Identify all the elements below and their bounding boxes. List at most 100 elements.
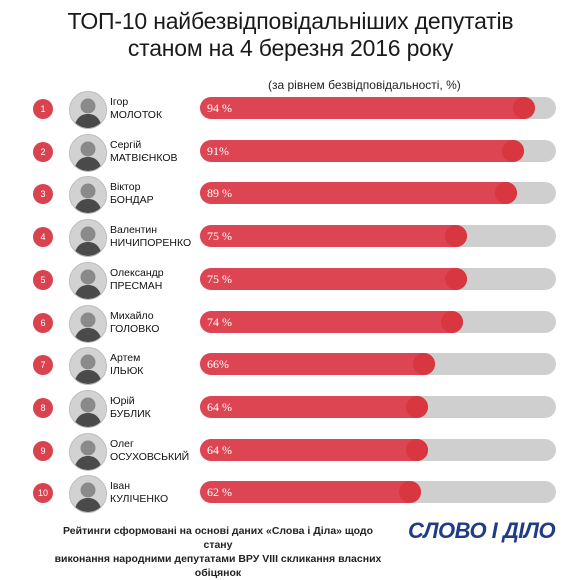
- rank-badge: 2: [33, 141, 53, 162]
- value-label: 66%: [207, 357, 229, 372]
- chart-title: ТОП-10 найбезвідповідальніших депутатів …: [0, 8, 581, 62]
- bar-fill: 62 %: [200, 481, 421, 504]
- deputy-name: Артем ІЛЬЮК: [110, 352, 200, 378]
- bar-track: 74 %: [200, 310, 556, 333]
- deputy-name: Іван КУЛІЧЕНКО: [110, 480, 200, 506]
- bar-cap: [441, 310, 464, 333]
- deputy-photo: [69, 347, 107, 386]
- footer-note: Рейтинги сформовані на основі даних «Сло…: [48, 524, 388, 580]
- chart-title-line-1: ТОП-10 найбезвідповідальніших депутатів: [67, 8, 514, 34]
- deputy-name: Олег ОСУХОВСЬКИЙ: [110, 438, 200, 464]
- bar-fill: 74 %: [200, 310, 464, 333]
- bar-track: 64 %: [200, 395, 556, 418]
- rank-badge: 7: [33, 355, 53, 376]
- chart-subtitle: (за рівнем безвідповідальності, %): [268, 78, 461, 92]
- deputy-photo: [69, 389, 107, 428]
- bar-cap: [405, 438, 428, 461]
- value-label: 75 %: [207, 271, 232, 286]
- deputy-first-name: Валентин: [110, 224, 158, 237]
- bar-fill: 91%: [200, 139, 524, 162]
- deputy-last-name: КУЛІЧЕНКО: [110, 493, 169, 506]
- deputy-photo: [69, 219, 107, 258]
- ranking-row: 8 Юрій БУБЛИК 64 %: [0, 387, 581, 429]
- bar-fill: 89 %: [200, 182, 517, 205]
- deputy-first-name: Віктор: [110, 181, 141, 194]
- bar-cap: [445, 225, 467, 248]
- deputy-name: Ігор МОЛОТОК: [110, 96, 200, 122]
- bar-cap: [501, 139, 524, 162]
- chart-title-line-2: станом на 4 березня 2016 року: [127, 35, 454, 61]
- person-icon: [70, 262, 106, 299]
- deputy-name: Юрій БУБЛИК: [110, 395, 200, 421]
- person-icon: [70, 220, 106, 257]
- deputy-name: Валентин НИЧИПОРЕНКО: [110, 224, 200, 250]
- bar-cap: [494, 182, 517, 205]
- person-icon: [70, 134, 106, 171]
- ranking-row: 1 Ігор МОЛОТОК 94 %: [0, 88, 581, 130]
- rank-badge: 1: [33, 99, 53, 119]
- ranking-row: 10 Іван КУЛІЧЕНКО 62 %: [0, 472, 581, 514]
- bar-cap: [445, 267, 467, 290]
- value-label: 64 %: [207, 399, 232, 414]
- value-label: 64 %: [207, 442, 232, 457]
- person-icon: [70, 305, 106, 342]
- person-icon: [70, 433, 106, 470]
- value-label: 74 %: [207, 314, 232, 329]
- bar-cap: [398, 481, 421, 504]
- person-icon: [70, 177, 106, 214]
- deputy-photo: [69, 133, 107, 172]
- rank-badge: 8: [33, 397, 53, 418]
- deputy-last-name: БУБЛИК: [110, 407, 151, 420]
- bar-fill: 64 %: [200, 395, 428, 418]
- deputy-photo: [69, 261, 107, 300]
- ranking-row: 7 Артем ІЛЬЮК 66%: [0, 344, 581, 386]
- deputy-last-name: ГОЛОВКО: [110, 322, 160, 335]
- bar-cap: [412, 353, 435, 376]
- bar-track: 94 %: [200, 97, 556, 119]
- bar-fill: 75 %: [200, 267, 467, 290]
- bar-track: 75 %: [200, 225, 556, 248]
- bar-fill: 94 %: [200, 97, 535, 119]
- person-icon: [70, 92, 106, 128]
- footer-line-2: виконання народними депутатами ВРУ VIII …: [54, 553, 382, 579]
- deputy-first-name: Олег: [110, 437, 134, 450]
- deputy-last-name: ІЛЬЮК: [110, 365, 144, 378]
- deputy-name: Сергій МАТВІЄНКОВ: [110, 139, 200, 165]
- ranking-row: 2 Сергій МАТВІЄНКОВ 91%: [0, 131, 581, 173]
- brand-logo: СЛОВО І ДІЛО: [408, 518, 556, 543]
- bar-fill: 64 %: [200, 438, 428, 461]
- footer-line-1: Рейтинги сформовані на основі даних «Сло…: [62, 525, 373, 551]
- bar-track: 91%: [200, 139, 556, 162]
- bar-track: 89 %: [200, 182, 556, 205]
- rank-badge: 6: [33, 312, 53, 333]
- deputy-last-name: МАТВІЄНКОВ: [110, 151, 178, 164]
- deputy-photo: [69, 432, 107, 471]
- deputy-first-name: Іван: [110, 480, 131, 493]
- deputy-last-name: НИЧИПОРЕНКО: [110, 237, 192, 250]
- value-label: 89 %: [207, 186, 232, 201]
- ranking-row: 4 Валентин НИЧИПОРЕНКО 75 %: [0, 216, 581, 258]
- ranking-row: 5 Олександр ПРЕСМАН 75 %: [0, 259, 581, 301]
- value-label: 62 %: [207, 485, 232, 500]
- ranking-row: 9 Олег ОСУХОВСЬКИЙ 64 %: [0, 430, 581, 472]
- deputy-photo: [69, 475, 107, 514]
- bar-fill: 75 %: [200, 225, 467, 248]
- bar-cap: [512, 97, 535, 119]
- deputy-first-name: Олександр: [110, 266, 164, 279]
- deputy-first-name: Ігор: [110, 96, 129, 108]
- rank-badge: 4: [33, 227, 53, 248]
- rank-badge: 10: [33, 483, 53, 504]
- bar-fill: 66%: [200, 353, 435, 376]
- bar-track: 62 %: [200, 481, 556, 504]
- rank-badge: 3: [33, 184, 53, 205]
- value-label: 94 %: [207, 101, 232, 115]
- ranking-row: 6 Михайло ГОЛОВКО 74 %: [0, 302, 581, 344]
- rank-badge: 9: [33, 440, 53, 461]
- deputy-photo: [69, 176, 107, 215]
- ranking-row: 3 Віктор БОНДАР 89 %: [0, 173, 581, 215]
- value-label: 75 %: [207, 229, 232, 244]
- bar-track: 64 %: [200, 438, 556, 461]
- deputy-first-name: Артем: [110, 352, 141, 365]
- person-icon: [70, 348, 106, 385]
- deputy-last-name: ОСУХОВСЬКИЙ: [110, 450, 190, 463]
